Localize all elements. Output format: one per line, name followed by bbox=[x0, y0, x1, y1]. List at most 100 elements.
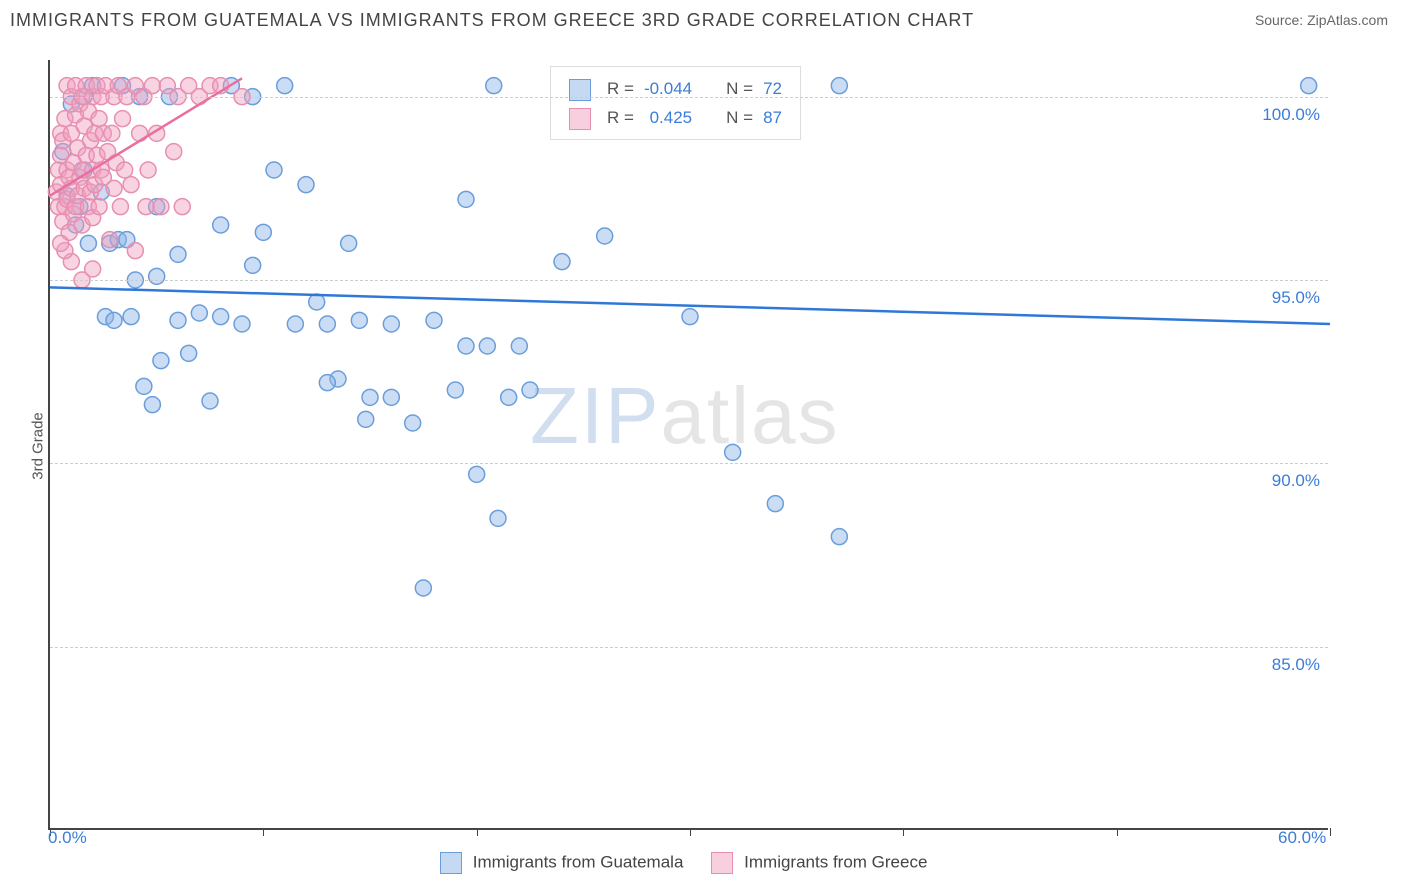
x-tick bbox=[1330, 828, 1331, 836]
n-label: N = bbox=[722, 104, 757, 131]
source-label: Source: bbox=[1255, 12, 1307, 28]
data-point bbox=[486, 78, 502, 94]
legend-swatch bbox=[440, 852, 462, 874]
data-point bbox=[266, 162, 282, 178]
data-point bbox=[127, 243, 143, 259]
data-point bbox=[117, 162, 133, 178]
r-label: R = bbox=[603, 75, 638, 102]
legend-stats: R =-0.044N =72R =0.425N =87 bbox=[550, 66, 801, 140]
grid-line bbox=[50, 463, 1328, 464]
data-point bbox=[277, 78, 293, 94]
y-tick-label: 95.0% bbox=[1272, 288, 1320, 308]
y-tick-label: 100.0% bbox=[1262, 105, 1320, 125]
data-point bbox=[174, 199, 190, 215]
legend-item: Immigrants from Guatemala bbox=[440, 852, 683, 874]
data-point bbox=[115, 111, 131, 127]
data-point bbox=[170, 312, 186, 328]
legend-stats-table: R =-0.044N =72R =0.425N =87 bbox=[563, 73, 788, 133]
legend-stats-row: R =-0.044 N =72 bbox=[565, 75, 786, 102]
chart-title: IMMIGRANTS FROM GUATEMALA VS IMMIGRANTS … bbox=[10, 10, 974, 31]
x-tick bbox=[263, 828, 264, 836]
x-tick bbox=[477, 828, 478, 836]
data-point bbox=[91, 111, 107, 127]
data-point bbox=[153, 199, 169, 215]
data-point bbox=[358, 411, 374, 427]
legend-label: Immigrants from Guatemala bbox=[473, 852, 684, 871]
data-point bbox=[213, 309, 229, 325]
data-point bbox=[1301, 78, 1317, 94]
data-point bbox=[405, 415, 421, 431]
data-point bbox=[144, 397, 160, 413]
data-point bbox=[447, 382, 463, 398]
data-point bbox=[153, 353, 169, 369]
data-point bbox=[106, 180, 122, 196]
source-attribution: Source: ZipAtlas.com bbox=[1255, 12, 1388, 28]
data-point bbox=[104, 125, 120, 141]
legend-label: Immigrants from Greece bbox=[744, 852, 927, 871]
r-value: -0.044 bbox=[640, 75, 696, 102]
data-point bbox=[554, 254, 570, 270]
legend-swatch bbox=[711, 852, 733, 874]
data-point bbox=[479, 338, 495, 354]
legend-item: Immigrants from Greece bbox=[711, 852, 927, 874]
n-label: N = bbox=[722, 75, 757, 102]
data-point bbox=[415, 580, 431, 596]
r-label: R = bbox=[603, 104, 638, 131]
data-point bbox=[149, 268, 165, 284]
data-point bbox=[102, 232, 118, 248]
data-point bbox=[245, 257, 261, 273]
grid-line bbox=[50, 97, 1328, 98]
x-tick bbox=[903, 828, 904, 836]
data-point bbox=[53, 235, 69, 251]
data-point bbox=[298, 177, 314, 193]
legend-stats-row: R =0.425N =87 bbox=[565, 104, 786, 131]
grid-line bbox=[50, 280, 1328, 281]
y-tick-label: 90.0% bbox=[1272, 471, 1320, 491]
data-point bbox=[458, 338, 474, 354]
data-point bbox=[383, 316, 399, 332]
data-point bbox=[91, 199, 107, 215]
data-point bbox=[426, 312, 442, 328]
data-point bbox=[831, 78, 847, 94]
data-point bbox=[341, 235, 357, 251]
data-point bbox=[138, 199, 154, 215]
data-point bbox=[767, 496, 783, 512]
data-point bbox=[80, 235, 96, 251]
chart-svg bbox=[50, 60, 1328, 828]
data-point bbox=[140, 162, 156, 178]
x-tick bbox=[690, 828, 691, 836]
x-tick-label: 0.0% bbox=[48, 828, 87, 848]
source-value: ZipAtlas.com bbox=[1307, 12, 1388, 28]
data-point bbox=[725, 444, 741, 460]
data-point bbox=[181, 345, 197, 361]
data-point bbox=[362, 389, 378, 405]
data-point bbox=[501, 389, 517, 405]
data-point bbox=[106, 312, 122, 328]
data-point bbox=[831, 529, 847, 545]
data-point bbox=[351, 312, 367, 328]
data-point bbox=[469, 466, 485, 482]
plot-area: ZIPatlas R =-0.044N =72R =0.425N =87 85.… bbox=[48, 60, 1328, 830]
data-point bbox=[309, 294, 325, 310]
data-point bbox=[234, 316, 250, 332]
data-point bbox=[522, 382, 538, 398]
data-point bbox=[383, 389, 399, 405]
data-point bbox=[458, 191, 474, 207]
data-point bbox=[123, 177, 139, 193]
data-point bbox=[511, 338, 527, 354]
data-point bbox=[682, 309, 698, 325]
data-point bbox=[85, 261, 101, 277]
y-axis-label: 3rd Grade bbox=[29, 412, 46, 480]
data-point bbox=[136, 378, 152, 394]
data-point bbox=[319, 375, 335, 391]
x-tick bbox=[1117, 828, 1118, 836]
data-point bbox=[287, 316, 303, 332]
data-point bbox=[170, 246, 186, 262]
y-tick-label: 85.0% bbox=[1272, 655, 1320, 675]
r-value: 0.425 bbox=[640, 104, 696, 131]
data-point bbox=[166, 144, 182, 160]
data-point bbox=[144, 78, 160, 94]
n-value: 72 bbox=[759, 75, 786, 102]
data-point bbox=[490, 510, 506, 526]
legend-swatch bbox=[569, 108, 591, 130]
